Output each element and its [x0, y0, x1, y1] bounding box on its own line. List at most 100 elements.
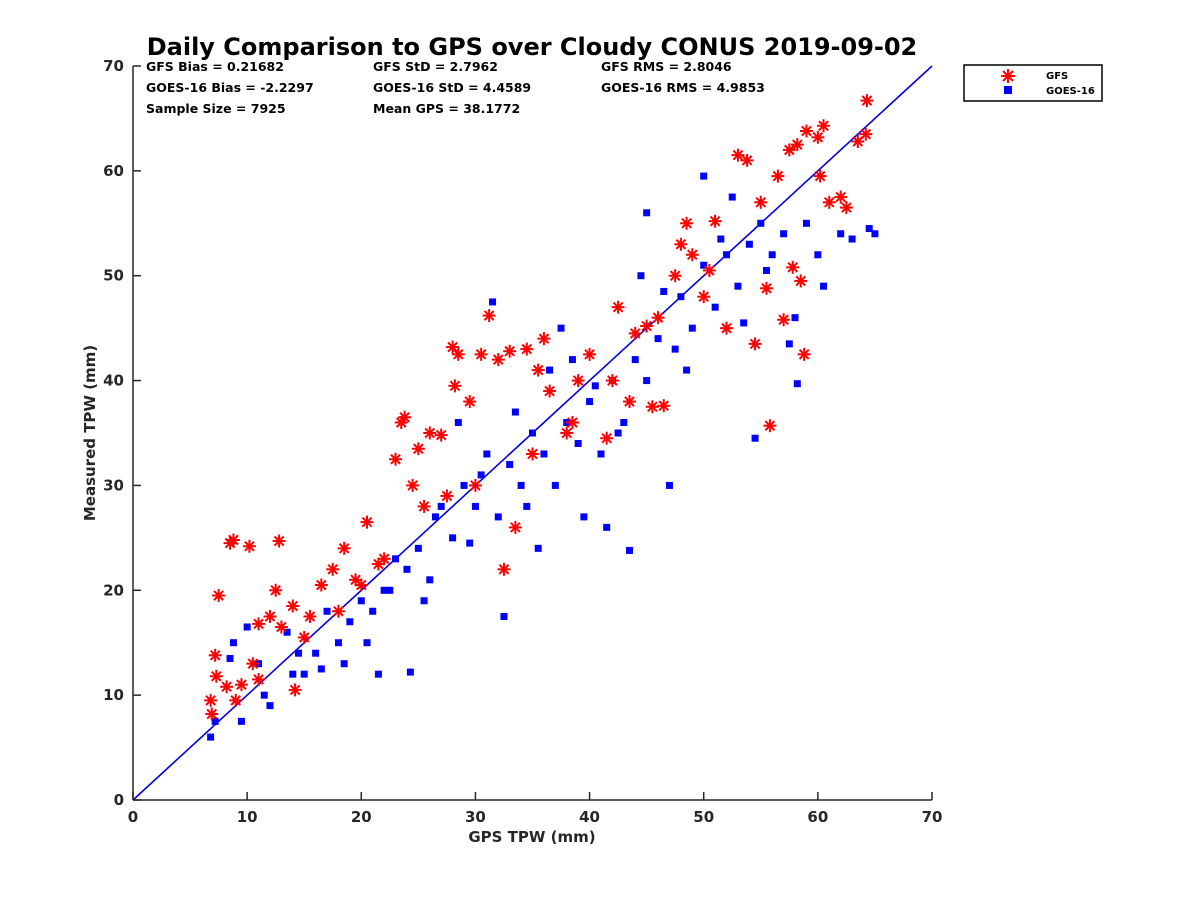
- goes16-point: [323, 607, 331, 615]
- gfs-point: [314, 578, 328, 592]
- goes16-point: [477, 471, 485, 479]
- goes16-point: [620, 419, 628, 427]
- x-tick-label: 30: [465, 808, 486, 826]
- gfs-point: [859, 127, 873, 141]
- gfs-point: [220, 680, 234, 694]
- gfs-point: [720, 321, 734, 335]
- gfs-point: [451, 347, 465, 361]
- stat-mean-gps: Mean GPS = 38.1772: [373, 101, 520, 116]
- x-tick-label: 20: [351, 808, 372, 826]
- gfs-point: [423, 426, 437, 440]
- stat-sample-size: Sample Size = 7925: [146, 101, 286, 116]
- gfs-point: [560, 426, 574, 440]
- gfs-point: [668, 269, 682, 283]
- goes16-point: [654, 335, 662, 343]
- gfs-point: [326, 562, 340, 576]
- y-tick-label: 30: [103, 476, 124, 494]
- goes16-point: [300, 670, 308, 678]
- goes16-point: [551, 481, 559, 489]
- gfs-point: [474, 347, 488, 361]
- gfs-point: [269, 583, 283, 597]
- gfs-point: [212, 589, 226, 603]
- gfs-point: [389, 452, 403, 466]
- gfs-point: [777, 313, 791, 327]
- goes16-point: [683, 366, 691, 374]
- goes16-point: [591, 382, 599, 390]
- gfs-point: [286, 599, 300, 613]
- gfs-point: [406, 478, 420, 492]
- goes16-point: [865, 225, 873, 233]
- goes16-point: [793, 380, 801, 388]
- gfs-point: [205, 707, 219, 721]
- gfs-point: [611, 300, 625, 314]
- gfs-point: [543, 384, 557, 398]
- goes16-point: [289, 670, 297, 678]
- stat-gfs-std: GFS StD = 2.7962: [373, 59, 498, 74]
- goes16-point: [237, 717, 245, 725]
- gfs-point: [839, 201, 853, 215]
- goes16-point: [426, 576, 434, 584]
- gfs-point: [763, 419, 777, 433]
- goes16-point: [414, 544, 422, 552]
- gfs-point: [303, 610, 317, 623]
- gfs-point: [640, 319, 654, 333]
- goes16-point: [700, 172, 708, 180]
- chart-title: Daily Comparison to GPS over Cloudy CONU…: [147, 33, 918, 61]
- goes16-point: [483, 450, 491, 458]
- stat-gfs-bias: GFS Bias = 0.21682: [146, 59, 284, 74]
- gfs-point: [246, 657, 260, 671]
- gfs-point: [503, 344, 517, 358]
- goes16-point: [717, 235, 725, 243]
- goes16-point: [392, 555, 400, 563]
- goes16-point: [700, 261, 708, 269]
- goes16-point: [517, 481, 525, 489]
- gfs-points: [204, 94, 874, 721]
- goes16-point: [260, 691, 268, 699]
- axes: [132, 66, 932, 801]
- goes16-point: [357, 597, 365, 605]
- goes16-point: [802, 219, 810, 227]
- goes16-point: [643, 377, 651, 385]
- goes16-point: [734, 282, 742, 290]
- goes16-point: [283, 628, 291, 636]
- y-tick-label: 60: [103, 162, 124, 180]
- legend-gfs-label: GFS: [1046, 71, 1068, 82]
- legend-box: [963, 64, 1103, 102]
- gfs-point: [531, 363, 545, 377]
- gfs-point: [674, 237, 688, 251]
- gfs-point: [583, 347, 597, 361]
- goes16-point: [266, 702, 274, 710]
- y-tick-label: 50: [103, 267, 124, 285]
- goes16-point: [437, 502, 445, 510]
- gfs-point: [790, 138, 804, 152]
- gfs-point: [645, 400, 659, 414]
- gfs-point: [623, 395, 637, 409]
- goes16-point: [568, 356, 576, 364]
- gfs-point: [491, 353, 505, 367]
- goes16-point: [506, 460, 514, 468]
- y-tick-label: 40: [103, 372, 124, 390]
- gfs-point: [782, 143, 796, 157]
- goes16-point: [460, 481, 468, 489]
- gfs-point: [811, 130, 825, 144]
- goes16-point: [207, 733, 215, 741]
- gfs-point: [360, 515, 374, 529]
- x-tick-label: 60: [807, 808, 828, 826]
- gfs-point: [297, 630, 311, 644]
- gfs-point: [229, 693, 243, 707]
- y-ticks: 0 10 20 30 40 50 60 70: [103, 57, 141, 809]
- gfs-point: [497, 562, 511, 576]
- y-tick-label: 10: [103, 686, 124, 704]
- gfs-point: [708, 214, 722, 228]
- goes16-points: [207, 172, 879, 741]
- goes16-point: [529, 429, 536, 437]
- gfs-point: [377, 552, 391, 566]
- goes16-point: [346, 618, 354, 626]
- gfs-point: [860, 94, 874, 108]
- goes16-point: [312, 649, 320, 657]
- y-tick-label: 0: [114, 791, 124, 809]
- gfs-point: [440, 489, 454, 503]
- gfs-point: [520, 342, 534, 356]
- gfs-point: [252, 617, 266, 631]
